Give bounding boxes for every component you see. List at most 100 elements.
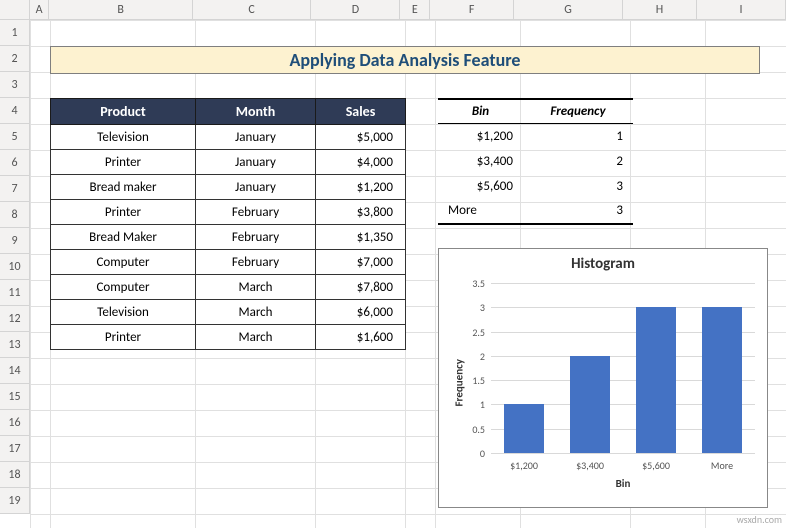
row-header-4[interactable]: 4 (0, 98, 30, 124)
x-tick: More (689, 459, 755, 472)
histogram-bar[interactable] (504, 404, 545, 453)
cell[interactable]: 2 (523, 149, 633, 174)
column-header-a[interactable]: A (30, 0, 50, 19)
table-row[interactable]: PrinterJanuary$4,000 (51, 150, 406, 175)
cell[interactable]: March (196, 325, 316, 350)
table-row[interactable]: More3 (438, 199, 633, 224)
cell[interactable]: Bread Maker (51, 225, 196, 250)
row-header-19[interactable]: 19 (0, 488, 30, 514)
cell[interactable]: January (196, 125, 316, 150)
cell[interactable]: $4,000 (316, 150, 406, 175)
row-header-9[interactable]: 9 (0, 228, 30, 254)
table-row[interactable]: $5,6003 (438, 174, 633, 199)
column-header-i[interactable]: I (697, 0, 786, 19)
column-header-f[interactable]: F (430, 0, 514, 19)
row-header-5[interactable]: 5 (0, 124, 30, 150)
table-row[interactable]: $3,4002 (438, 149, 633, 174)
cell-area[interactable]: Applying Data Analysis Feature ProductMo… (30, 20, 786, 528)
cell[interactable]: Printer (51, 325, 196, 350)
cell[interactable]: 3 (523, 199, 633, 224)
cell[interactable]: March (196, 300, 316, 325)
cell[interactable]: February (196, 200, 316, 225)
table-row[interactable]: $1,2001 (438, 124, 633, 149)
row-header-6[interactable]: 6 (0, 150, 30, 176)
row-header-13[interactable]: 13 (0, 332, 30, 358)
cell[interactable]: Television (51, 300, 196, 325)
y-tick: 1.5 (455, 374, 485, 387)
row-header-10[interactable]: 10 (0, 254, 30, 280)
cell[interactable]: More (438, 199, 523, 224)
table-row[interactable]: TelevisionJanuary$5,000 (51, 125, 406, 150)
histogram-bar[interactable] (570, 356, 611, 453)
plot-area (491, 283, 755, 453)
row-header-11[interactable]: 11 (0, 280, 30, 306)
histogram-bar[interactable] (636, 307, 677, 453)
column-header-e[interactable]: E (400, 0, 430, 19)
cell[interactable]: 3 (523, 174, 633, 199)
row-header-1[interactable]: 1 (0, 20, 30, 46)
cell[interactable]: January (196, 175, 316, 200)
row-header-16[interactable]: 16 (0, 410, 30, 436)
cell[interactable]: $3,800 (316, 200, 406, 225)
cell[interactable]: $5,600 (438, 174, 523, 199)
column-header-d[interactable]: D (311, 0, 400, 19)
table-row[interactable]: PrinterMarch$1,600 (51, 325, 406, 350)
cell[interactable]: 1 (523, 124, 633, 149)
cell[interactable]: $1,200 (316, 175, 406, 200)
cell[interactable]: Computer (51, 250, 196, 275)
column-headers: ABCDEFGHI (0, 0, 786, 20)
cell[interactable]: $7,000 (316, 250, 406, 275)
cell[interactable]: Computer (51, 275, 196, 300)
histogram-chart[interactable]: Histogram Frequency Bin 00.511.522.533.5… (438, 248, 768, 508)
cell[interactable]: $7,800 (316, 275, 406, 300)
sales-col-product: Product (51, 99, 196, 125)
y-tick: 3.5 (455, 277, 485, 290)
cell[interactable]: Printer (51, 150, 196, 175)
cell[interactable]: January (196, 150, 316, 175)
row-header-17[interactable]: 17 (0, 436, 30, 462)
cell[interactable]: $3,400 (438, 149, 523, 174)
table-row[interactable]: PrinterFebruary$3,800 (51, 200, 406, 225)
row-header-12[interactable]: 12 (0, 306, 30, 332)
cell[interactable]: Printer (51, 200, 196, 225)
sales-table: ProductMonthSales TelevisionJanuary$5,00… (50, 98, 406, 350)
y-tick: 2.5 (455, 326, 485, 339)
cell[interactable]: February (196, 250, 316, 275)
column-header-c[interactable]: C (193, 0, 312, 19)
cell[interactable]: $1,200 (438, 124, 523, 149)
row-headers: 12345678910111213141516171819 (0, 20, 30, 514)
table-row[interactable]: ComputerMarch$7,800 (51, 275, 406, 300)
row-header-3[interactable]: 3 (0, 72, 30, 98)
freq-col-bin: Bin (438, 99, 523, 124)
cell[interactable]: February (196, 225, 316, 250)
row-header-18[interactable]: 18 (0, 462, 30, 488)
table-row[interactable]: ComputerFebruary$7,000 (51, 250, 406, 275)
column-header-g[interactable]: G (514, 0, 623, 19)
freq-col-frequency: Frequency (523, 99, 633, 124)
sales-body: TelevisionJanuary$5,000PrinterJanuary$4,… (51, 125, 406, 350)
cell[interactable]: Bread maker (51, 175, 196, 200)
cell[interactable]: $6,000 (316, 300, 406, 325)
cell[interactable]: Television (51, 125, 196, 150)
title-band: Applying Data Analysis Feature (50, 46, 760, 74)
row-header-7[interactable]: 7 (0, 176, 30, 202)
cell[interactable]: $1,600 (316, 325, 406, 350)
cell[interactable]: March (196, 275, 316, 300)
row-header-2[interactable]: 2 (0, 46, 30, 72)
histogram-bar[interactable] (702, 307, 743, 453)
row-header-8[interactable]: 8 (0, 202, 30, 228)
column-header-h[interactable]: H (623, 0, 697, 19)
cell[interactable]: $1,350 (316, 225, 406, 250)
column-header-b[interactable]: B (49, 0, 192, 19)
y-tick: 1 (455, 398, 485, 411)
x-tick: $1,200 (491, 459, 557, 472)
select-all-corner[interactable] (0, 0, 30, 20)
table-row[interactable]: TelevisionMarch$6,000 (51, 300, 406, 325)
table-row[interactable]: Bread MakerFebruary$1,350 (51, 225, 406, 250)
table-row[interactable]: Bread makerJanuary$1,200 (51, 175, 406, 200)
row-header-15[interactable]: 15 (0, 384, 30, 410)
cell[interactable]: $5,000 (316, 125, 406, 150)
row-header-14[interactable]: 14 (0, 358, 30, 384)
freq-header-row: BinFrequency (438, 99, 633, 124)
y-tick: 0.5 (455, 423, 485, 436)
